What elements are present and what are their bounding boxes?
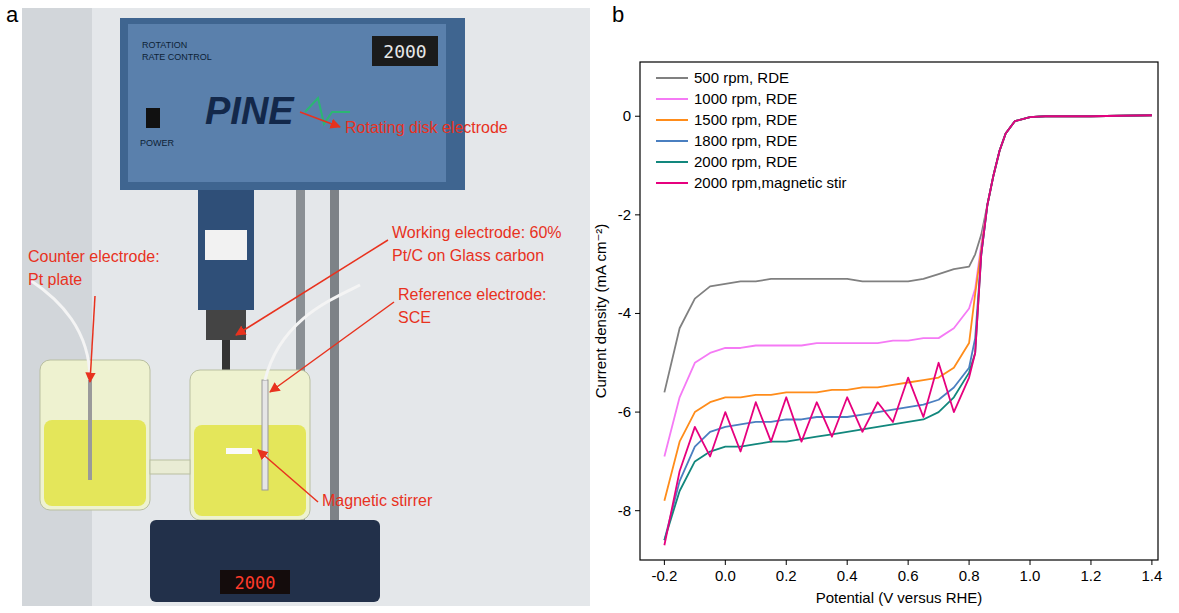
x-tick [1151, 560, 1152, 565]
legend-swatch [656, 119, 688, 121]
wall-shade [22, 8, 92, 606]
x-tick [786, 560, 787, 565]
series-line [664, 115, 1152, 456]
panel-letter: a [6, 2, 19, 27]
x-tick [969, 560, 970, 565]
series-line [664, 115, 1152, 540]
x-tick-label: 1.4 [1141, 567, 1162, 584]
x-tick [725, 560, 726, 565]
legend-label: 500 rpm, RDE [694, 69, 789, 86]
annotation-label: Pt/C on Glass carbon [392, 247, 544, 264]
legend-swatch [656, 161, 688, 163]
working-cell-liquid [194, 425, 306, 516]
annotation-label: Counter electrode: [28, 248, 160, 265]
panel-b: b -0.2 0.0 0.2 0.4 0.6 0.8 1.0 1.2 1.4 -8 -6 -4 -2 0 Po… [592, 2, 1162, 606]
y-tick [635, 412, 640, 413]
legend-label: 1500 rpm, RDE [694, 111, 797, 128]
y-tick [635, 214, 640, 215]
label-arrow [270, 302, 394, 392]
label-arrow [300, 112, 340, 127]
reference-electrode [262, 380, 268, 490]
stirrer-display [220, 570, 290, 594]
legend-swatch [656, 77, 688, 79]
rotator-display [372, 36, 438, 66]
rotator-display-text: 2000 [383, 41, 426, 62]
warning-sticker [205, 230, 247, 260]
y-tick-label: -2 [618, 206, 631, 223]
annotation-label: Rotating disk electrode [345, 119, 508, 136]
label-arrow [236, 240, 388, 335]
electrode-holder [206, 310, 246, 340]
wire [30, 280, 90, 380]
x-tick [908, 560, 909, 565]
x-tick-label: 0.8 [959, 567, 980, 584]
stir-bar [226, 448, 252, 454]
power-text: POWER [140, 138, 175, 148]
counter-cell-liquid [44, 420, 146, 506]
y-tick-label: -4 [618, 304, 631, 321]
x-tick-label: 0.4 [837, 567, 858, 584]
figure: a 2000 ROTATION RATE CONTROL POWER PINE 2000 Ro… [0, 0, 1179, 613]
brand-text: PINE [205, 90, 295, 132]
y-tick [635, 510, 640, 511]
photo-background [22, 8, 590, 606]
motor-column [198, 190, 254, 310]
legend-swatch [656, 182, 688, 184]
panel-a: a 2000 ROTATION RATE CONTROL POWER PINE 2000 Ro… [6, 2, 590, 606]
control-text: ROTATION [142, 40, 187, 50]
pt-plate [88, 380, 92, 480]
y-axis-title: Current density (mA cm⁻²) [592, 224, 609, 399]
y-tick-label: -6 [618, 403, 631, 420]
annotation-label: Pt plate [28, 271, 82, 288]
x-tick-label: 0.2 [776, 567, 797, 584]
x-tick [1090, 560, 1091, 565]
x-tick [847, 560, 848, 565]
series-group [664, 115, 1152, 545]
plot-frame [640, 62, 1158, 560]
annotation-label: Reference electrode: [398, 286, 547, 303]
x-axis-title: Potential (V versus RHE) [816, 589, 983, 606]
control-text: RATE CONTROL [142, 52, 212, 62]
power-switch [146, 108, 160, 128]
y-tick-label: -8 [618, 502, 631, 519]
y-tick [635, 313, 640, 314]
rotator-housing [120, 18, 465, 190]
annotation-label: Magnetic stirrer [322, 492, 433, 509]
legend-swatch [656, 98, 688, 100]
legend-label: 2000 rpm,magnetic stir [694, 174, 847, 191]
x-tick-label: 1.0 [1020, 567, 1041, 584]
counter-cell [40, 360, 150, 510]
rotator-front [128, 24, 446, 182]
legend-swatch [656, 140, 688, 142]
label-arrow [90, 296, 95, 382]
legend-label: 2000 rpm, RDE [694, 153, 797, 170]
x-tick [1030, 560, 1031, 565]
x-tick-label: -0.2 [651, 567, 677, 584]
stirrer-display-text: 2000 [235, 573, 276, 593]
series-line [664, 115, 1152, 392]
annotation-label: SCE [398, 309, 431, 326]
series-line [664, 115, 1152, 540]
series-line [664, 115, 1152, 545]
salt-bridge [150, 460, 190, 474]
label-arrow [258, 450, 318, 502]
panel-letter: b [612, 2, 624, 27]
x-tick-label: 0.6 [898, 567, 919, 584]
x-tick-label: 1.2 [1081, 567, 1102, 584]
stirrer-plate [150, 520, 380, 602]
y-tick [635, 116, 640, 117]
legend-label: 1800 rpm, RDE [694, 132, 797, 149]
x-tick-label: 0.0 [715, 567, 736, 584]
working-cell [190, 370, 310, 520]
x-tick [664, 560, 665, 565]
brand-logo [305, 98, 350, 124]
wire [265, 285, 360, 380]
y-tick-label: 0 [623, 107, 631, 124]
annotation-label: Working electrode: 60% [392, 224, 562, 241]
legend: 500 rpm, RDE 1000 rpm, RDE 1500 rpm, RDE 18… [656, 69, 847, 191]
legend-label: 1000 rpm, RDE [694, 90, 797, 107]
